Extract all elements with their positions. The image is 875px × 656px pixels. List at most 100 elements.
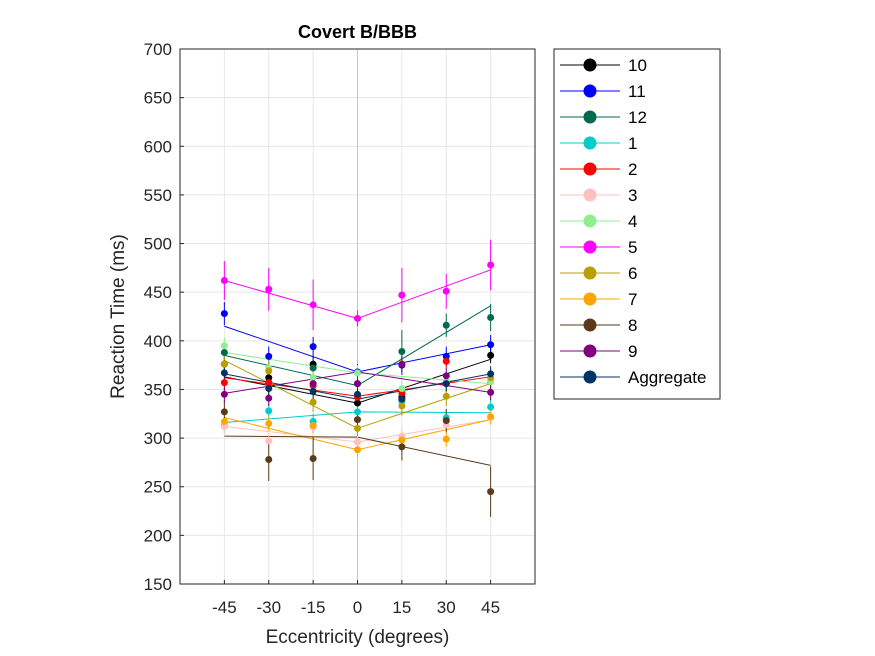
chart-title: Covert B/BBB xyxy=(298,22,417,42)
point-2 xyxy=(398,389,406,397)
legend-marker-9 xyxy=(583,344,597,358)
point-3 xyxy=(220,422,228,430)
point-8 xyxy=(354,416,361,424)
y-tick-label: 500 xyxy=(144,235,172,254)
legend-marker-10 xyxy=(583,58,597,72)
x-axis-ticks: -45 -30 -15 0 15 30 45 xyxy=(212,580,500,617)
data-points xyxy=(220,261,495,496)
point-3 xyxy=(354,438,361,446)
point-11 xyxy=(442,352,450,360)
point-10 xyxy=(354,399,361,407)
point-8 xyxy=(487,488,495,496)
y-tick-label: 650 xyxy=(144,89,172,108)
point-5 xyxy=(265,285,273,293)
point-1 xyxy=(487,403,495,411)
point-2 xyxy=(442,357,450,365)
x-tick-label: -15 xyxy=(301,598,326,617)
point-4 xyxy=(220,342,228,350)
x-tick-label: 45 xyxy=(481,598,500,617)
point-7 xyxy=(442,435,450,443)
point-6 xyxy=(309,398,317,406)
legend-marker-7 xyxy=(583,292,597,306)
y-tick-label: 550 xyxy=(144,186,172,205)
point-10 xyxy=(487,351,495,359)
point-Aggregate xyxy=(442,380,450,388)
point-9 xyxy=(220,390,228,398)
point-12 xyxy=(487,313,495,321)
legend-label-9: 9 xyxy=(628,342,637,361)
point-Aggregate xyxy=(354,390,361,398)
legend-label-3: 3 xyxy=(628,186,637,205)
legend-label-Aggregate: Aggregate xyxy=(628,368,706,387)
point-6 xyxy=(398,402,406,410)
point-11 xyxy=(309,343,317,351)
y-tick-label: 450 xyxy=(144,283,172,302)
point-4 xyxy=(398,384,406,392)
x-tick-label: 15 xyxy=(392,598,411,617)
point-7 xyxy=(354,446,361,454)
point-12 xyxy=(309,364,317,372)
legend-marker-5 xyxy=(583,240,597,254)
y-axis-label: Reaction Time (ms) xyxy=(108,234,129,399)
point-12 xyxy=(398,348,406,356)
point-8 xyxy=(442,417,450,425)
x-tick-label: -45 xyxy=(212,598,237,617)
legend-marker-3 xyxy=(583,188,597,202)
point-8 xyxy=(398,443,406,451)
point-9 xyxy=(487,388,495,396)
y-tick-label: 700 xyxy=(144,40,172,59)
legend-label-6: 6 xyxy=(628,264,637,283)
point-3 xyxy=(265,437,273,445)
legend-marker-6 xyxy=(583,266,597,280)
legend-marker-2 xyxy=(583,162,597,176)
point-9 xyxy=(442,372,450,380)
point-Aggregate xyxy=(265,384,273,392)
point-7 xyxy=(398,436,406,444)
point-5 xyxy=(354,314,361,322)
point-12 xyxy=(220,348,228,356)
y-tick-label: 300 xyxy=(144,429,172,448)
point-8 xyxy=(265,455,273,463)
point-6 xyxy=(354,424,361,432)
point-1 xyxy=(354,408,361,416)
point-9 xyxy=(354,380,361,388)
point-8 xyxy=(309,455,317,463)
point-12 xyxy=(442,321,450,329)
y-tick-label: 250 xyxy=(144,478,172,497)
point-6 xyxy=(265,367,273,375)
legend-label-4: 4 xyxy=(628,212,637,231)
legend-label-11: 11 xyxy=(628,82,646,101)
x-tick-label: 0 xyxy=(353,598,362,617)
point-8 xyxy=(220,408,228,416)
point-5 xyxy=(487,261,495,269)
point-Aggregate xyxy=(309,387,317,395)
point-6 xyxy=(220,360,228,368)
y-tick-label: 600 xyxy=(144,137,172,156)
point-9 xyxy=(309,380,317,388)
point-Aggregate xyxy=(220,369,228,377)
legend-label-8: 8 xyxy=(628,316,637,335)
point-9 xyxy=(398,360,406,368)
point-2 xyxy=(220,379,228,387)
legend-label-2: 2 xyxy=(628,160,637,179)
point-9 xyxy=(265,394,273,402)
point-7 xyxy=(265,420,273,427)
legend-marker-8 xyxy=(583,318,597,332)
x-axis-label: Eccentricity (degrees) xyxy=(266,627,450,648)
legend-label-10: 10 xyxy=(628,56,647,75)
legend-label-7: 7 xyxy=(628,290,637,309)
point-7 xyxy=(487,413,495,421)
y-tick-label: 400 xyxy=(144,332,172,351)
x-tick-label: -30 xyxy=(256,598,281,617)
legend-label-5: 5 xyxy=(628,238,637,257)
x-tick-label: 30 xyxy=(437,598,456,617)
legend-label-1: 1 xyxy=(628,134,637,153)
legend-marker-1 xyxy=(583,136,597,150)
y-tick-label: 150 xyxy=(144,575,172,594)
point-7 xyxy=(309,421,317,429)
point-10 xyxy=(265,374,273,382)
point-Aggregate xyxy=(398,395,406,403)
legend-box xyxy=(553,48,721,400)
